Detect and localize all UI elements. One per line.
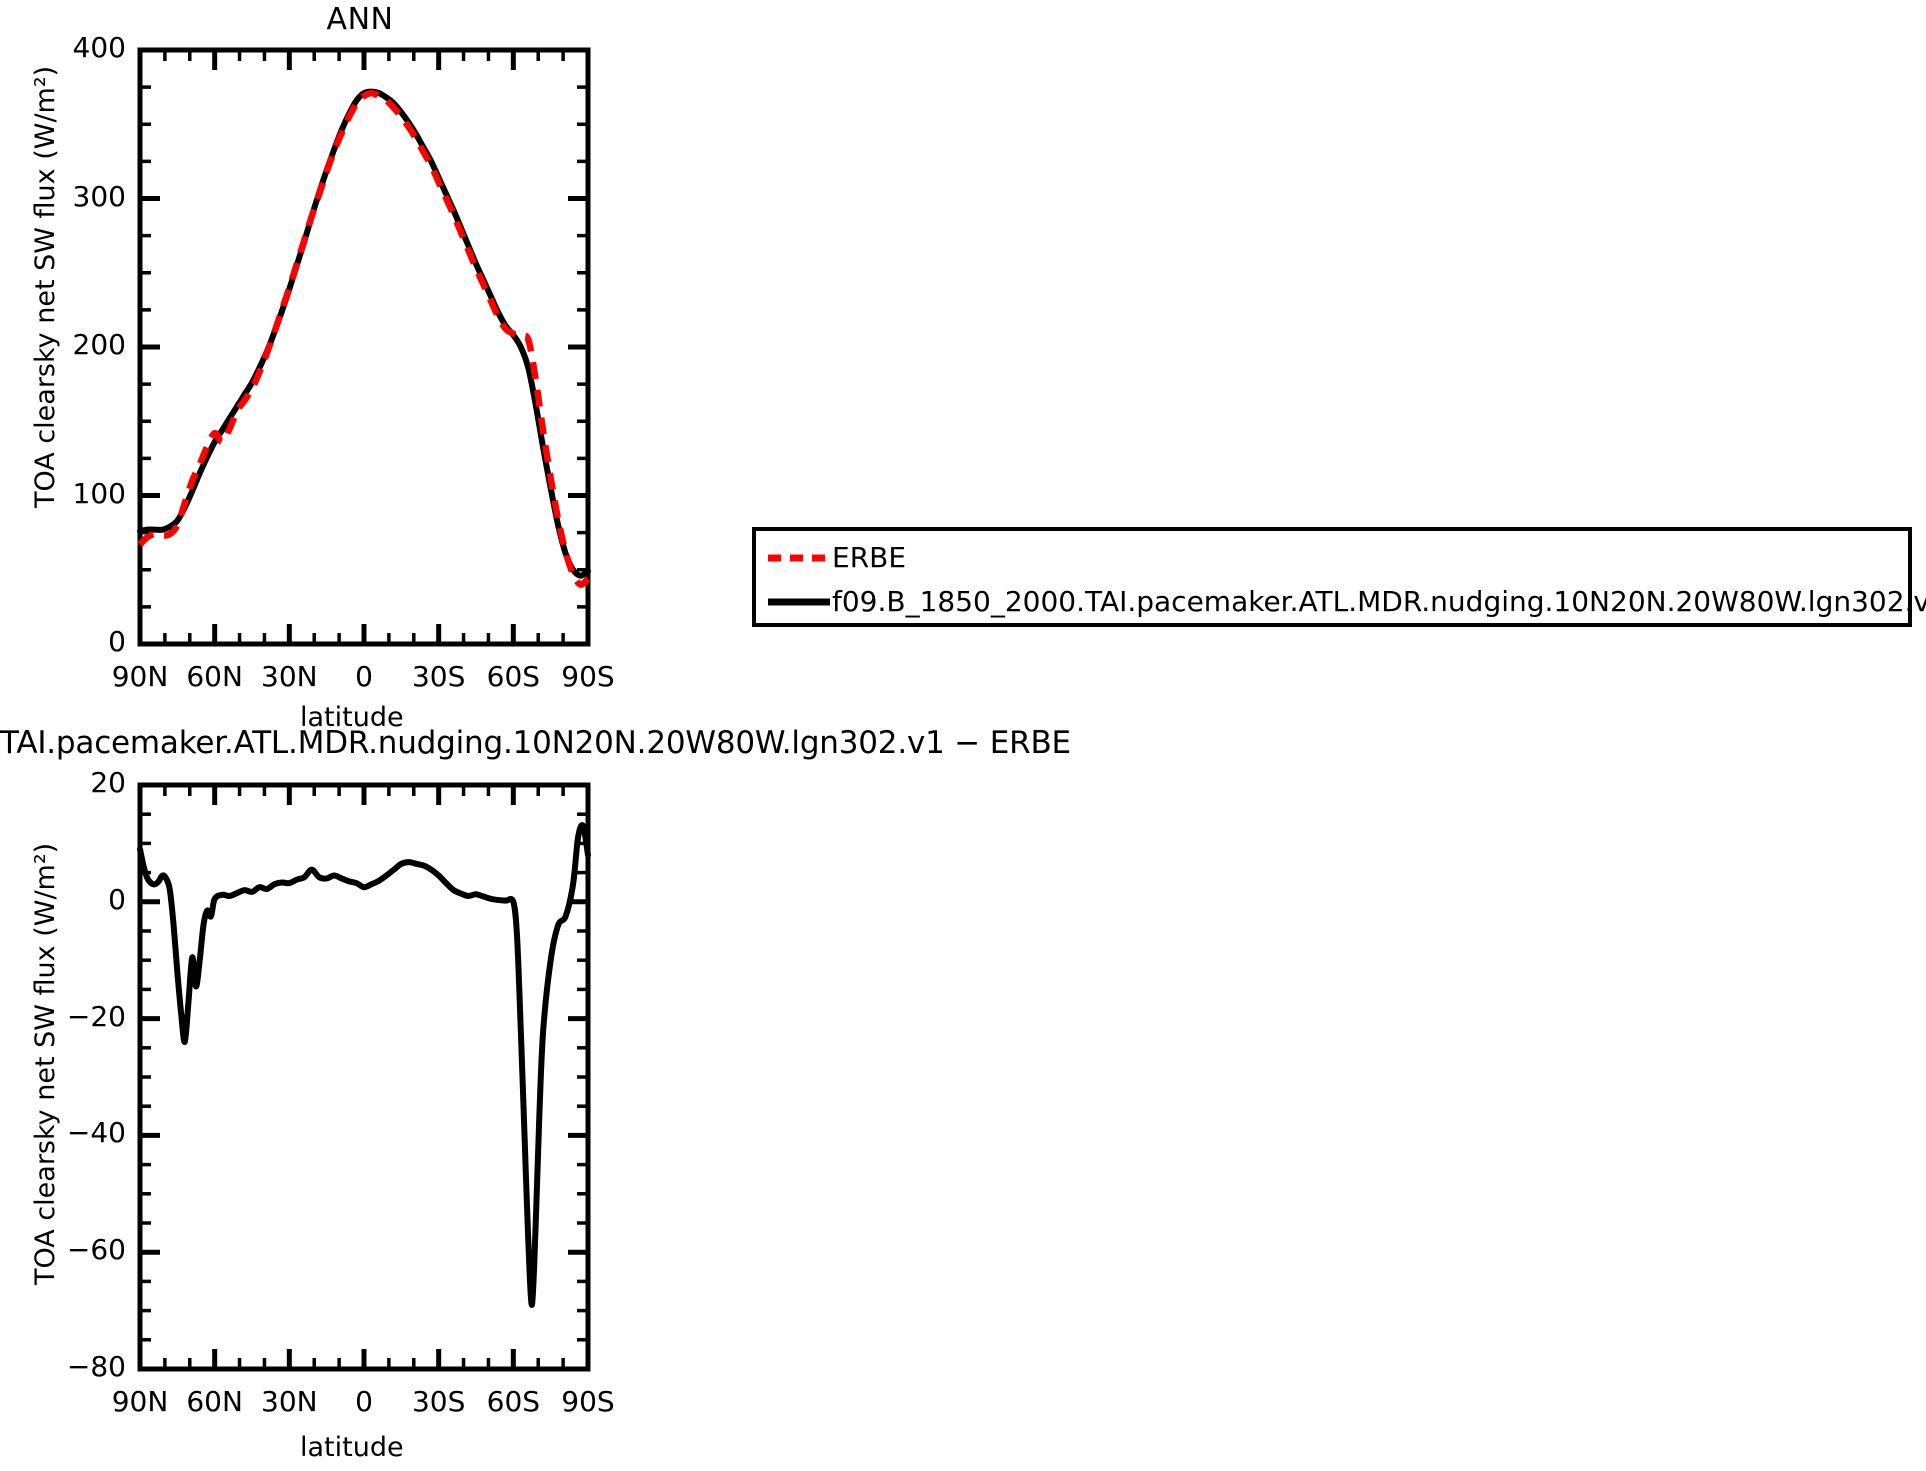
legend-entry-erbe: ERBE xyxy=(756,535,906,581)
top-chart-plot-frame xyxy=(137,47,591,647)
x-tick-label: 60N xyxy=(186,1385,243,1418)
y-tick-label: 20 xyxy=(90,766,126,799)
top-chart-panel: ANN TOA clearsky net SW flux (W/m²) lati… xyxy=(0,0,760,733)
legend-label-erbe: ERBE xyxy=(832,541,907,574)
bottom-chart-x-axis-label: latitude xyxy=(300,1432,404,1463)
top-chart-series-erbe xyxy=(137,89,591,588)
bottom-chart-y-axis-label: TOA clearsky net SW flux (W/m²) xyxy=(30,842,61,1285)
y-tick-label: 0 xyxy=(108,625,126,658)
legend-entry-model: f09.B_1850_2000.TAI.pacemaker.ATL.MDR.nu… xyxy=(756,579,1926,625)
y-tick-label: 400 xyxy=(72,31,126,64)
x-tick-label: 90N xyxy=(111,660,169,693)
bottom-chart-panel: TOA clearsky net SW flux (W/m²) latitude… xyxy=(0,760,760,1471)
y-tick-label: −60 xyxy=(66,1233,126,1267)
bottom-chart-title: TAI.pacemaker.ATL.MDR.nudging.10N20N.20W… xyxy=(0,725,1071,761)
x-tick-label: 60N xyxy=(186,660,243,693)
legend-swatch-solid-black-icon xyxy=(766,591,832,613)
y-tick-label: 200 xyxy=(72,328,126,361)
x-tick-label: 90N xyxy=(111,1385,169,1418)
x-tick-label: 30N xyxy=(261,660,318,693)
y-tick-label: 0 xyxy=(108,882,126,916)
x-tick-label: 90S xyxy=(561,660,615,693)
y-tick-label: 100 xyxy=(72,476,126,510)
x-tick-label: 90S xyxy=(561,1385,615,1418)
top-chart-title: ANN xyxy=(326,2,394,37)
top-chart-x-axis-label: latitude xyxy=(300,702,404,733)
x-tick-label: 30S xyxy=(411,660,466,693)
top-chart-y-axis-label: TOA clearsky net SW flux (W/m²) xyxy=(30,65,61,508)
legend-label-model: f09.B_1850_2000.TAI.pacemaker.ATL.MDR.nu… xyxy=(832,585,1926,618)
x-tick-label: 0 xyxy=(355,660,373,693)
x-tick-label: 30S xyxy=(411,1385,466,1418)
top-chart-series-model xyxy=(137,88,591,579)
x-tick-label: 60S xyxy=(486,660,541,693)
y-tick-label: −80 xyxy=(66,1350,126,1383)
bottom-chart-plot-frame xyxy=(137,782,591,1372)
y-tick-label: −20 xyxy=(66,999,126,1033)
y-tick-label: 300 xyxy=(72,179,126,213)
bottom-chart-series-diff xyxy=(137,822,591,1308)
x-tick-label: 0 xyxy=(355,1385,373,1418)
y-tick-label: −40 xyxy=(66,1116,126,1150)
bottom-chart-svg xyxy=(137,782,591,1372)
x-tick-label: 30N xyxy=(261,1385,318,1418)
top-chart-svg xyxy=(137,47,591,647)
legend-swatch-dashed-red-icon xyxy=(766,547,832,569)
x-tick-label: 60S xyxy=(486,1385,541,1418)
chart-legend: ERBE f09.B_1850_2000.TAI.pacemaker.ATL.M… xyxy=(752,527,1926,627)
